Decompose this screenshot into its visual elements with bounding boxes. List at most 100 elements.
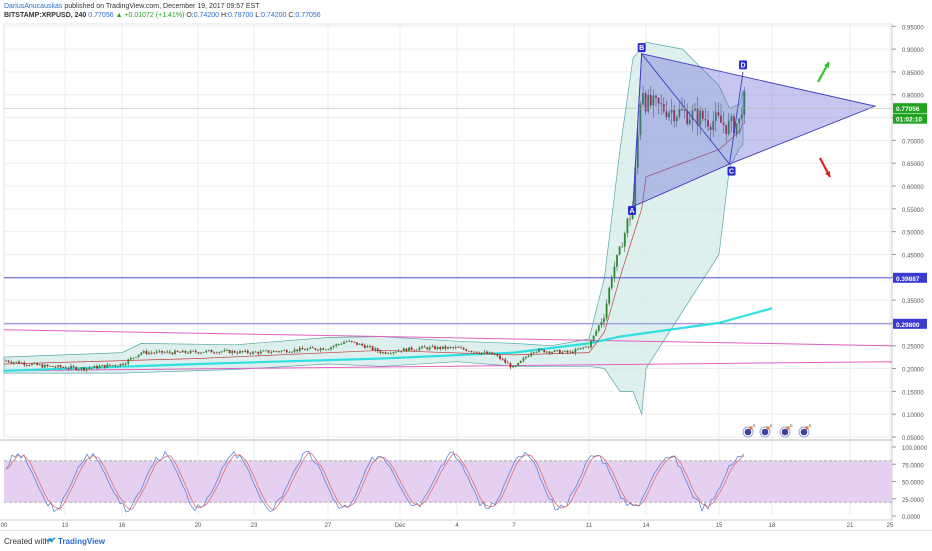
candle-body (116, 365, 119, 367)
candle-body (267, 350, 270, 353)
candle-body (220, 351, 223, 353)
bollinger-midline (3, 121, 744, 365)
candle-body (475, 351, 478, 353)
time-tick-label: 23 (251, 523, 258, 529)
tradingview-link[interactable]: TradingView (58, 537, 105, 546)
event-flag-icon: E (759, 423, 773, 438)
candle-body (444, 346, 447, 349)
candle-body (678, 109, 681, 117)
candle-body (158, 350, 161, 352)
candle-body (93, 365, 96, 368)
candle-body (395, 351, 397, 353)
time-tick-label: 16 (119, 523, 126, 529)
price-chart[interactable]: 0.950000.900000.850000.800000.750000.700… (0, 0, 932, 530)
candle-body (714, 112, 717, 122)
candle-body (301, 347, 304, 350)
candle-body (135, 357, 137, 358)
last-price: 0.77056 (88, 12, 114, 19)
candle-body (184, 350, 187, 353)
candle-body (434, 346, 436, 350)
event-flag-dot (786, 426, 790, 430)
candle-body (28, 365, 31, 366)
candle-body (600, 322, 603, 326)
candle-body (194, 350, 197, 353)
candle-body (694, 108, 696, 111)
candle-body (480, 352, 483, 354)
candle-body (246, 350, 249, 353)
candle-body (83, 367, 85, 371)
point-label-box (739, 60, 747, 70)
candle-body (335, 344, 338, 347)
oscillator-tick-label: 25.0000 (902, 498, 924, 504)
candle-body (340, 343, 343, 345)
candle-body (532, 352, 535, 354)
candle-body (584, 346, 587, 348)
candle-body (309, 347, 312, 349)
point-label-d: D (739, 60, 747, 70)
candle-body (519, 360, 522, 363)
candle-body (527, 355, 530, 357)
candle-body (733, 116, 735, 134)
candle-body (231, 350, 234, 354)
candle-body (239, 351, 241, 354)
time-tick-label: 21 (847, 523, 854, 529)
candle-body (62, 367, 65, 369)
candle-body (647, 94, 650, 112)
candle-body (46, 364, 49, 367)
candle-body (122, 363, 124, 365)
candle-body (686, 110, 689, 124)
price-label-2: 01:02:10 (893, 113, 927, 124)
candle-body (114, 365, 117, 366)
candle-body (525, 356, 527, 359)
candle-body (441, 346, 444, 349)
candle-body (400, 350, 403, 352)
candle-body (371, 346, 374, 350)
candle-body (579, 347, 582, 350)
candle-body (675, 116, 678, 122)
time-tick-label: 7 (512, 523, 516, 529)
candle-body (668, 112, 670, 118)
candle-body (322, 348, 325, 350)
candle-body (574, 349, 577, 354)
candle-body (670, 109, 673, 113)
candle-body (642, 93, 644, 105)
price-tick-label: 0.95000 (902, 25, 924, 31)
price-tick-label: 0.05000 (902, 436, 924, 442)
candle-body (415, 349, 418, 351)
publish-info: published on TradingView.com, December 1… (62, 3, 260, 10)
candle-body (15, 361, 18, 363)
candle-body (681, 109, 683, 110)
down-arrow-icon-head (825, 171, 831, 177)
candle-body (701, 110, 704, 119)
tradingview-logo-icon (46, 537, 56, 543)
candle-body (447, 347, 449, 349)
candle-body (720, 115, 722, 123)
candle-body (288, 352, 291, 354)
candle-body (382, 352, 384, 354)
candle-body (462, 347, 465, 350)
close-label: C: (288, 12, 296, 19)
event-flag-dot (749, 426, 753, 430)
candle-body (402, 348, 405, 352)
candle-body (311, 347, 314, 349)
candle-body (423, 346, 426, 348)
candle-body (179, 351, 182, 353)
candle-body (452, 347, 455, 349)
oscillator-tick-label: 75.0000 (902, 463, 924, 469)
time-tick-label: 20 (195, 523, 202, 529)
candle-body (33, 363, 36, 364)
candle-body (119, 363, 122, 366)
abcd-zigzag (632, 52, 744, 207)
candle-body (587, 346, 590, 348)
candle-body (691, 110, 694, 120)
candle-body (683, 109, 686, 111)
candle-body (410, 347, 413, 350)
candle-body (428, 347, 431, 350)
candle-body (272, 350, 275, 353)
point-label-text: B (639, 45, 644, 52)
event-flag-text: E (753, 423, 756, 428)
candle-body (20, 362, 23, 364)
candle-body (636, 135, 639, 168)
candle-body (509, 363, 512, 368)
author-link[interactable]: DariusAnucauskas (4, 3, 63, 10)
